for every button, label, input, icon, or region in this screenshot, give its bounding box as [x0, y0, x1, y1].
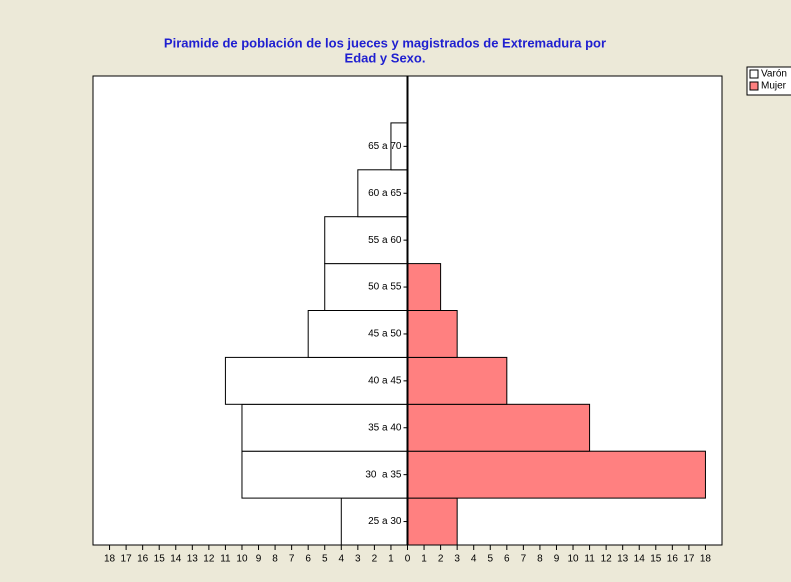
x-tick-label: 12 [203, 554, 215, 565]
x-tick-label: 16 [137, 554, 149, 565]
x-tick-label: 4 [471, 554, 477, 565]
x-tick-label: 15 [650, 554, 662, 565]
category-label: 30 a 35 [365, 469, 402, 480]
x-tick-label: 14 [170, 554, 182, 565]
x-tick-label: 13 [187, 554, 199, 565]
x-tick-label: 1 [388, 554, 394, 565]
chart-title: Edad y Sexo. [345, 50, 426, 65]
bar [407, 356, 508, 405]
x-tick-label: 9 [554, 554, 560, 565]
x-tick-label: 11 [584, 554, 595, 565]
category-label: 25 a 30 [368, 516, 402, 527]
x-tick-label: 1 [421, 554, 427, 565]
bar [407, 450, 706, 499]
x-tick-label: 17 [683, 554, 695, 565]
x-tick-label: 18 [104, 554, 116, 565]
bar [224, 356, 408, 405]
x-tick-label: 4 [339, 554, 345, 565]
bar [407, 403, 591, 452]
legend-swatch [749, 69, 759, 79]
category-label: 65 a 70 [368, 141, 402, 152]
bar [407, 497, 458, 546]
x-tick-label: 7 [521, 554, 527, 565]
x-tick-label: 7 [289, 554, 295, 565]
x-tick-label: 5 [322, 554, 328, 565]
x-tick-label: 12 [601, 554, 613, 565]
x-tick-label: 2 [438, 554, 444, 565]
x-tick-label: 8 [537, 554, 543, 565]
bar [407, 263, 442, 312]
category-label: 45 a 50 [368, 329, 402, 340]
legend-swatch [749, 81, 759, 91]
legend-label: Varón [761, 69, 787, 80]
x-tick-label: 16 [667, 554, 679, 565]
category-label: 50 a 55 [368, 282, 402, 293]
x-tick-label: 8 [272, 554, 278, 565]
x-tick-label: 11 [220, 554, 231, 565]
chart-title: Piramide de población de los jueces y ma… [164, 35, 606, 50]
bar [324, 263, 409, 312]
x-tick-label: 5 [487, 554, 493, 565]
bar [324, 216, 409, 265]
x-tick-label: 2 [372, 554, 378, 565]
x-tick-label: 3 [454, 554, 460, 565]
x-tick-label: 0 [405, 554, 411, 565]
category-label: 55 a 60 [368, 235, 402, 246]
bar [407, 310, 458, 358]
x-tick-label: 3 [355, 554, 361, 565]
x-tick-label: 9 [256, 554, 262, 565]
category-label: 35 a 40 [368, 422, 402, 433]
bar [340, 497, 408, 546]
bar [241, 403, 408, 452]
x-tick-label: 17 [121, 554, 133, 565]
category-label: 60 a 65 [368, 188, 402, 199]
legend-label: Mujer [761, 81, 787, 92]
x-tick-label: 10 [236, 554, 248, 565]
x-tick-label: 6 [504, 554, 510, 565]
x-tick-label: 10 [567, 554, 579, 565]
bar [307, 310, 408, 358]
bar [357, 169, 408, 218]
x-tick-label: 14 [634, 554, 646, 565]
category-label: 40 a 45 [368, 375, 402, 386]
x-tick-label: 13 [617, 554, 629, 565]
x-tick-label: 18 [700, 554, 712, 565]
x-tick-label: 15 [154, 554, 166, 565]
x-tick-label: 6 [305, 554, 311, 565]
